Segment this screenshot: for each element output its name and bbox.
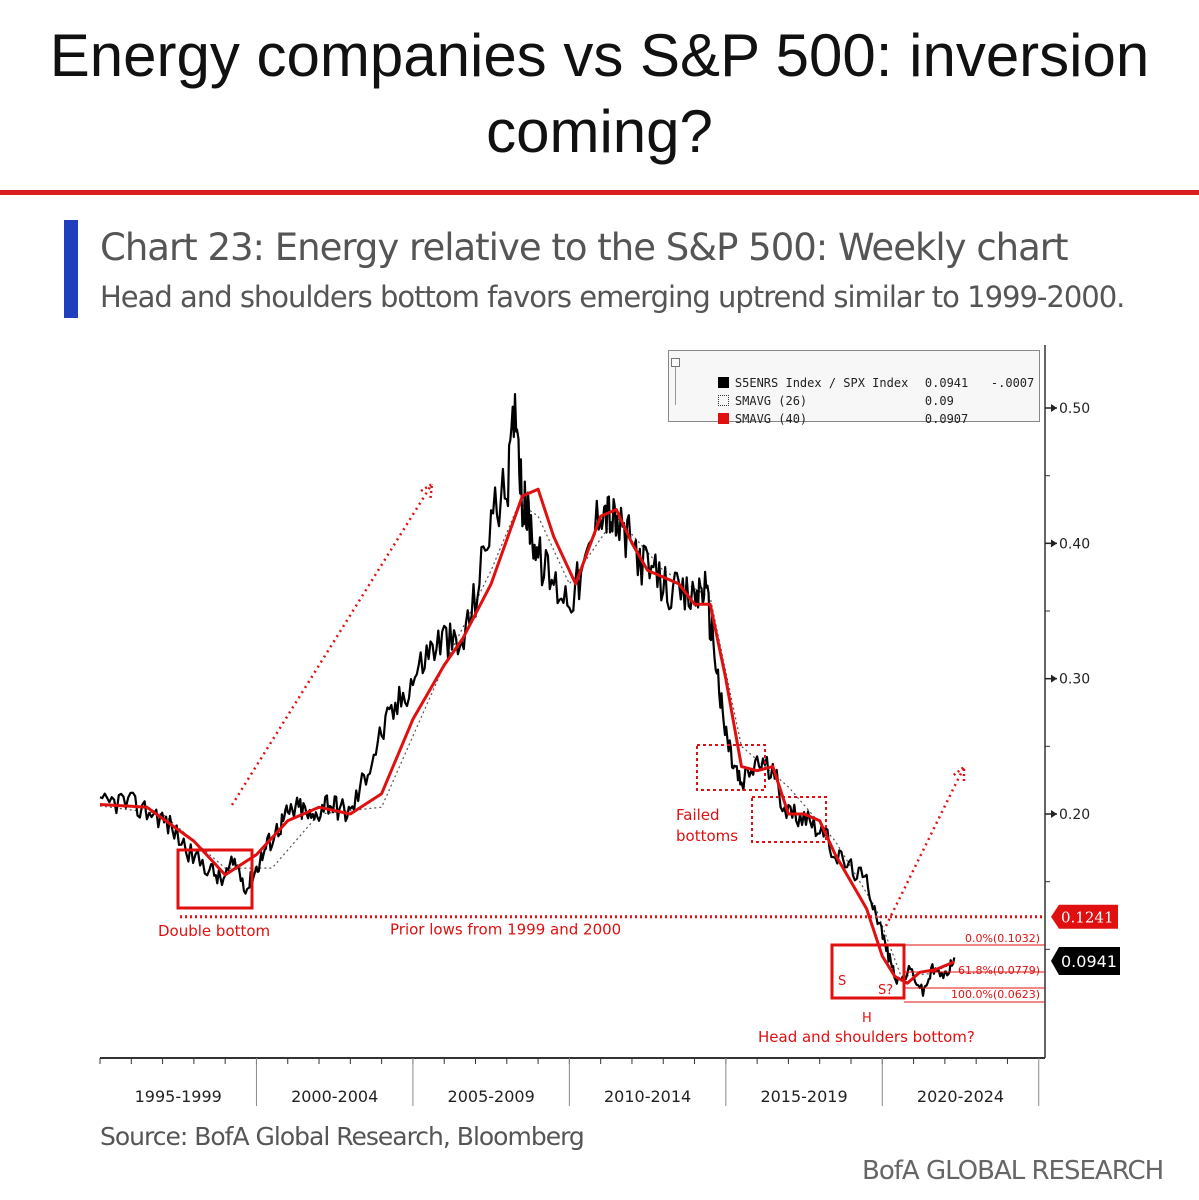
x-tick-label: 2010-2014 bbox=[604, 1087, 691, 1106]
legend-swatch-price bbox=[717, 377, 729, 388]
legend-swatch-ma40 bbox=[717, 413, 729, 424]
annotation-shoulder-right: S? bbox=[878, 983, 893, 998]
annotation-double-bottom: Double bottom bbox=[158, 922, 270, 940]
y-tick-arrow bbox=[1051, 539, 1057, 548]
y-tick-arrow bbox=[1051, 674, 1057, 683]
brand-footer: BofA GLOBAL RESEARCH bbox=[862, 1156, 1164, 1186]
series-price-ratio bbox=[99, 393, 956, 997]
headline: Energy companies vs S&P 500: inversion c… bbox=[49, 22, 1150, 165]
x-tick-label: 1995-1999 bbox=[135, 1087, 222, 1106]
legend-row-price: S5ENRS Index / SPX Index 0.0941 -.0007 bbox=[689, 359, 1034, 390]
chart-legend: S5ENRS Index / SPX Index 0.0941 -.0007 SMA… bbox=[668, 350, 1040, 426]
callout-last-value-label: 0.0941 bbox=[1061, 952, 1117, 971]
legend-name: SMAVG (26) bbox=[734, 394, 808, 408]
annotation-failed: Failed bbox=[676, 806, 720, 824]
trend-arrow-up-now bbox=[884, 766, 966, 927]
legend-name: SMAVG (40) bbox=[734, 412, 808, 426]
y-tick-label: 0.50 bbox=[1059, 401, 1090, 417]
x-tick-label: 2015-2019 bbox=[760, 1087, 847, 1106]
header-divider bbox=[0, 190, 1199, 195]
chart-title: Chart 23: Energy relative to the S&P 500… bbox=[100, 226, 1069, 269]
x-tick-label: 2020-2024 bbox=[917, 1087, 1004, 1106]
fib-level-label: 61.8%(0.0779) bbox=[958, 964, 1040, 977]
trend-arrow-up-early bbox=[230, 483, 434, 806]
annotation-prior-lows: Prior lows from 1999 and 2000 bbox=[390, 921, 621, 939]
series-smavg-40 bbox=[99, 487, 955, 985]
annotation-head-shoulders: Head and shoulders bottom? bbox=[758, 1028, 975, 1046]
y-tick-label: 0.40 bbox=[1059, 536, 1090, 552]
y-tick-label: 0.30 bbox=[1059, 672, 1090, 688]
failed-bottom-box-2 bbox=[751, 796, 827, 843]
callout-last-value bbox=[1051, 947, 1120, 975]
x-tick-label: 2000-2004 bbox=[291, 1087, 378, 1106]
legend-value: 0.09 bbox=[924, 394, 954, 408]
y-tick-label: 0.20 bbox=[1059, 807, 1090, 823]
legend-row-ma26: SMAVG (26) 0.09 bbox=[689, 377, 991, 408]
legend-row-ma40: SMAVG (40) 0.0907 bbox=[689, 395, 991, 426]
y-tick-arrow bbox=[1051, 810, 1057, 818]
chart-subtitle: Head and shoulders bottom favors emergin… bbox=[100, 280, 1125, 314]
double-bottom-box bbox=[176, 848, 254, 910]
fib-level-label: 0.0%(0.1032) bbox=[965, 932, 1040, 945]
callout-prior-low-label: 0.1241 bbox=[1061, 909, 1114, 927]
legend-value: 0.0941 bbox=[924, 376, 969, 390]
annotation-bottoms: bottoms bbox=[676, 827, 738, 845]
legend-tree-line bbox=[675, 360, 684, 405]
legend-collapse-icon bbox=[671, 358, 680, 367]
trend-arrow-up-early-head bbox=[419, 481, 434, 499]
y-tick-arrow bbox=[1051, 404, 1057, 412]
annotation-shoulder-left: S bbox=[838, 974, 846, 989]
legend-value: 0.0907 bbox=[924, 412, 969, 426]
series-smavg-26 bbox=[99, 501, 955, 978]
legend-change: -.0007 bbox=[990, 376, 1035, 390]
legend-name: S5ENRS Index / SPX Index bbox=[734, 376, 909, 390]
source-note: Source: BofA Global Research, Bloomberg bbox=[100, 1122, 585, 1151]
failed-bottom-box-1 bbox=[696, 744, 766, 791]
callout-prior-low bbox=[1051, 904, 1118, 929]
fib-level-label: 100.0%(0.0623) bbox=[951, 988, 1040, 1001]
legend-swatch-ma26 bbox=[717, 395, 729, 406]
x-tick-label: 2005-2009 bbox=[448, 1087, 535, 1106]
title-accent-bar bbox=[64, 220, 78, 318]
annotation-head: H bbox=[862, 1011, 872, 1026]
